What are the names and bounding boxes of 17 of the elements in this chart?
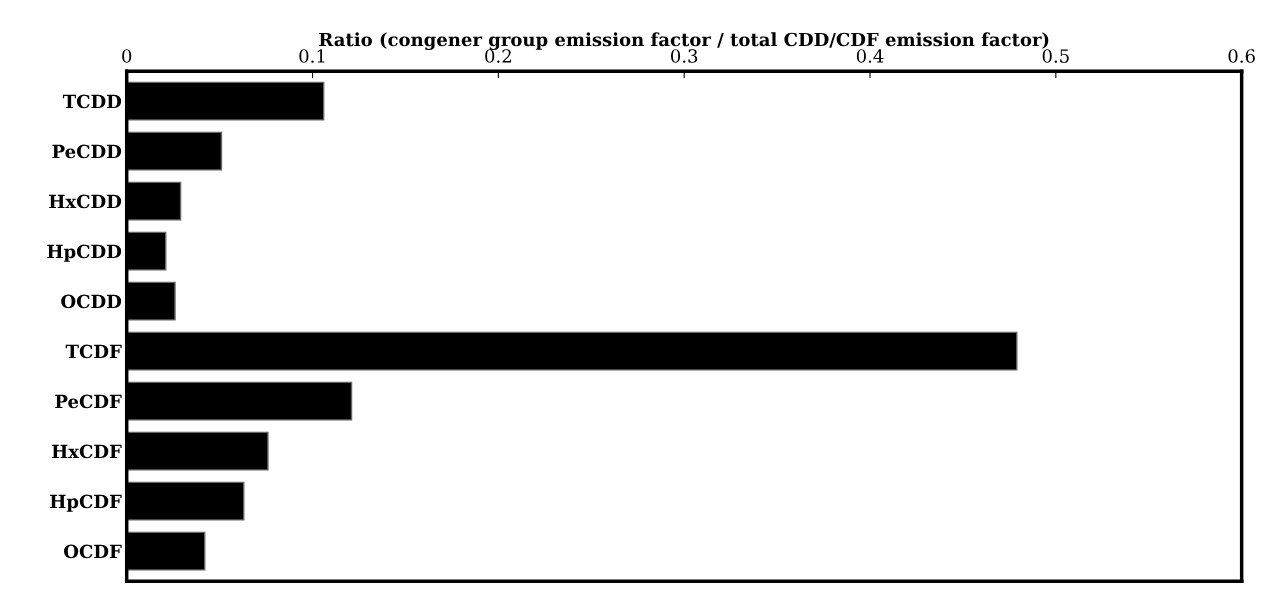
y-tick-label: HxCDD: [49, 194, 122, 209]
x-tick-label: 0.5: [1042, 49, 1069, 63]
y-tick-label: PeCDF: [55, 394, 122, 409]
x-tick-label: 0.1: [299, 49, 325, 63]
y-tick-label: PeCDD: [52, 144, 122, 159]
y-tick-label: HxCDF: [52, 444, 122, 459]
y-tick-label: TCDF: [65, 344, 122, 359]
x-tick-label: 0.6: [1228, 49, 1255, 63]
y-tick-label: HpCDF: [50, 494, 122, 512]
x-tick-label: 0.3: [671, 49, 698, 63]
x-tick-label: 0: [122, 49, 132, 63]
y-tick-label: OCDD: [61, 294, 122, 309]
y-tick-label: OCDF: [64, 544, 122, 559]
x-tick-label: 0.4: [856, 49, 884, 63]
x-tick-label: 0.2: [485, 49, 511, 63]
y-tick-label: HpCDD: [47, 244, 122, 262]
y-tick-label: TCDD: [62, 94, 122, 109]
